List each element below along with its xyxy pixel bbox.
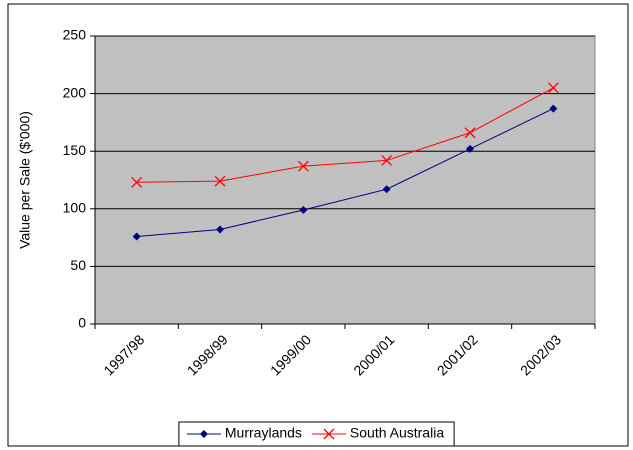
x-tick-label: 2000/01 xyxy=(350,331,397,378)
y-tick-label: 200 xyxy=(63,84,87,100)
marker xyxy=(214,175,226,187)
marker xyxy=(381,154,393,166)
x-tick-label: 1998/99 xyxy=(184,331,231,378)
marker xyxy=(464,127,476,139)
marker xyxy=(132,232,141,241)
x-tick-label: 2001/02 xyxy=(434,331,481,378)
marker xyxy=(216,225,224,234)
marker xyxy=(297,160,309,172)
legend-item: South Australia xyxy=(311,425,444,441)
y-tick-label: 0 xyxy=(78,315,86,331)
legend: Murraylands South Australia xyxy=(178,421,455,447)
marker xyxy=(199,430,208,438)
marker xyxy=(323,428,335,440)
legend-label: South Australia xyxy=(350,425,444,441)
x-tick-label: 1999/00 xyxy=(267,331,314,378)
series-line xyxy=(136,87,554,183)
y-tick-label: 100 xyxy=(63,200,87,216)
plot-area xyxy=(94,35,596,325)
legend-item: Murraylands xyxy=(186,425,302,441)
x-tick-label: 1997/98 xyxy=(100,331,147,378)
y-axis-label: Value per Sale ($'000) xyxy=(17,111,33,249)
marker xyxy=(547,82,559,94)
marker xyxy=(466,144,474,153)
marker xyxy=(131,176,143,188)
y-tick-label: 250 xyxy=(63,27,87,43)
y-tick-label: 50 xyxy=(70,257,86,273)
marker xyxy=(549,104,558,113)
y-tick-label: 150 xyxy=(63,142,87,158)
series-line xyxy=(136,108,554,237)
marker xyxy=(382,185,391,194)
legend-label: Murraylands xyxy=(225,425,302,441)
marker xyxy=(299,205,308,214)
x-tick-label: 2002/03 xyxy=(517,331,564,378)
